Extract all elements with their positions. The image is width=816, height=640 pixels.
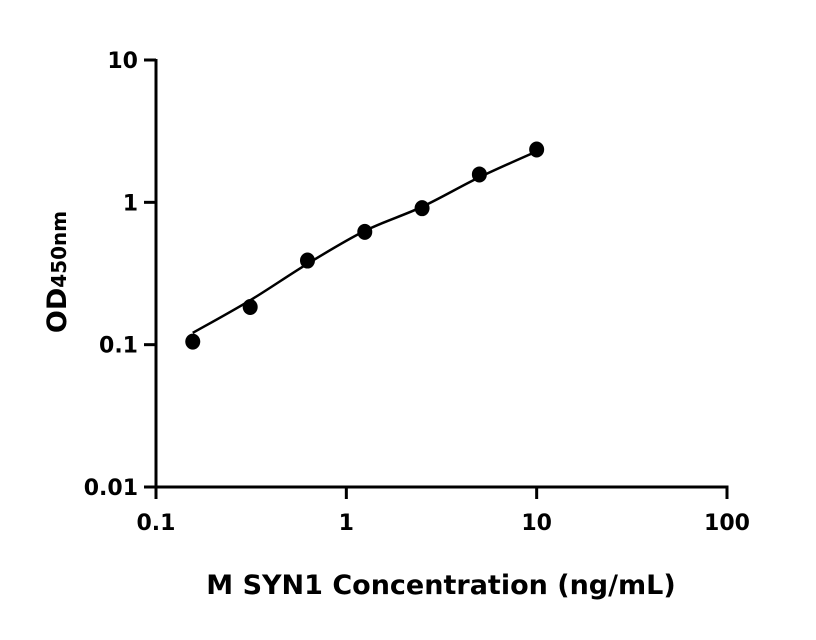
data-point bbox=[529, 141, 545, 158]
y-tick-label: 0.1 bbox=[99, 334, 138, 359]
data-point bbox=[471, 166, 487, 183]
data-point bbox=[242, 298, 258, 315]
y-axis-title: OD450nm bbox=[42, 211, 73, 333]
y-axis-title-sub: 450nm bbox=[47, 211, 71, 288]
data-point bbox=[357, 223, 373, 240]
data-point bbox=[185, 333, 201, 350]
y-tick-label: 0.01 bbox=[84, 476, 138, 501]
data-point bbox=[299, 252, 315, 269]
x-axis-title: M SYN1 Concentration (ng/mL) bbox=[206, 570, 675, 601]
data-point bbox=[414, 200, 430, 217]
y-tick-label: 1 bbox=[123, 191, 138, 216]
x-tick-label: 100 bbox=[704, 511, 750, 536]
x-tick-label: 10 bbox=[521, 511, 552, 536]
y-axis-title-main: OD bbox=[42, 288, 73, 333]
x-tick-label: 0.1 bbox=[137, 511, 176, 536]
axes bbox=[154, 59, 729, 489]
y-tick-label: 10 bbox=[107, 49, 138, 74]
x-tick-label: 1 bbox=[339, 511, 354, 536]
ticks: 0.1 1 10 100 0.01 0.1 1 10 bbox=[84, 49, 750, 536]
data-points bbox=[185, 141, 545, 350]
